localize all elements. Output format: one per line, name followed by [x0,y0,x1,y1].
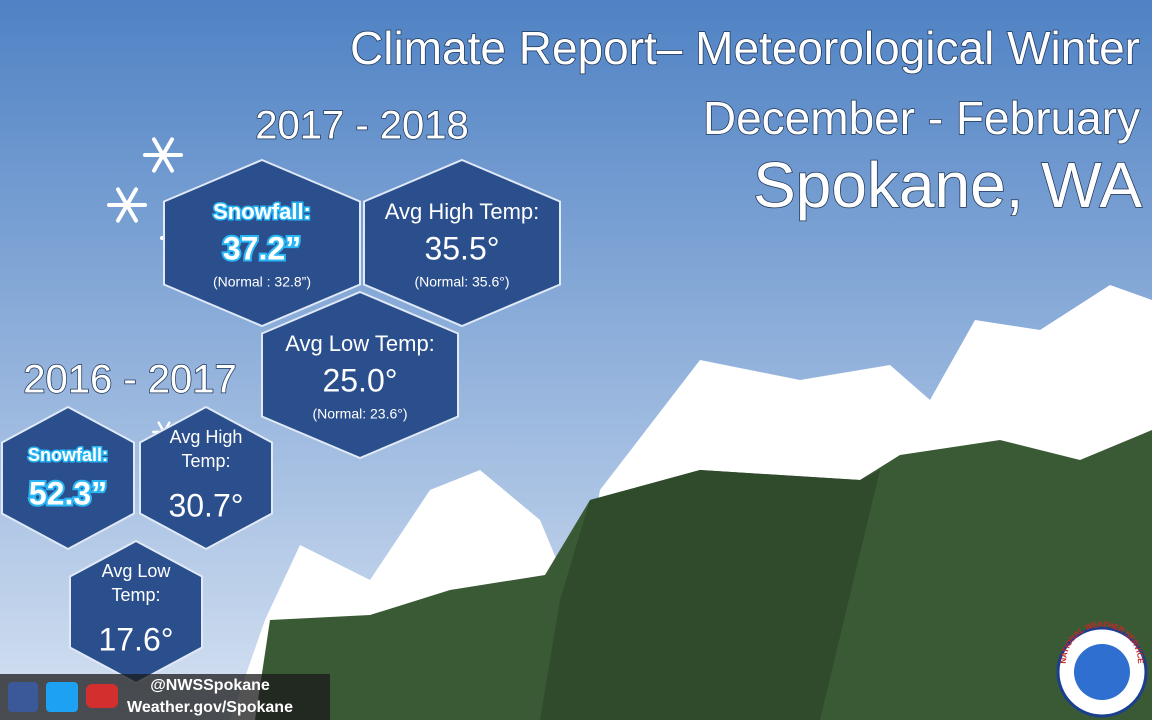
stat-label: Temp: [181,451,230,471]
stat-hex [363,158,561,328]
stat-normal: (Normal : 32.8”) [213,274,311,290]
stat-value: 17.6° [98,621,173,657]
stat-label: Avg High [170,427,243,447]
twitter-icon[interactable] [46,682,78,712]
location: Spokane, WA [753,149,1142,221]
footer-handle: @NWSSpokane [150,677,270,694]
season-label: 2017 - 2018 [255,104,469,148]
stat-hex [1,405,135,551]
facebook-icon[interactable] [8,682,38,712]
stat-hex [163,158,361,328]
stat-value: 35.5° [424,230,499,266]
stat-label: Temp: [111,585,160,605]
stat-label: Avg High Temp: [385,199,540,224]
logo-center [1074,644,1130,700]
stat-value: 52.3” [29,475,107,511]
mountains [230,285,1152,720]
stat-value: 30.7° [168,487,243,523]
stat-label: Avg Low Temp: [285,331,435,356]
stat-normal: (Normal: 35.6°) [414,274,509,290]
stat-hex [261,290,459,460]
youtube-icon[interactable] [86,684,118,708]
stat-label: Avg Low [102,561,172,581]
footer-website: Weather.gov/Spokane [127,699,293,716]
stat-normal: (Normal: 23.6°) [312,406,407,422]
stat-value: 37.2” [223,230,301,266]
stat-label: Snowfall: [213,199,311,224]
stat-hex [139,405,273,551]
subtitle: December - February [703,92,1140,144]
season-label: 2016 - 2017 [23,358,237,402]
stat-label: Snowfall: [28,445,108,465]
title: Climate Report– Meteorological Winter [350,22,1140,74]
stat-value: 25.0° [322,362,397,398]
stat-panels: 2017 - 2018 Snowfall: 37.2” (Normal : 32.8”… [1,103,561,685]
